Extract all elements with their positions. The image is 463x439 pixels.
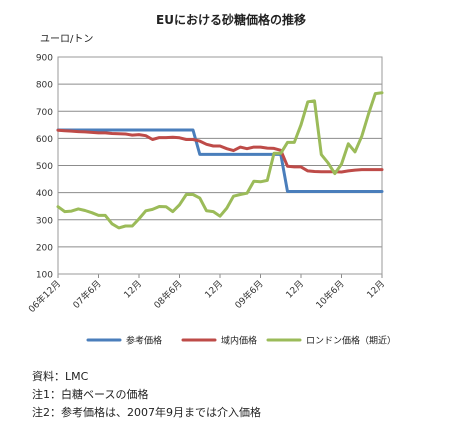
y-tick-label: 900 [36, 54, 53, 64]
plot-area-border [57, 56, 383, 275]
x-tick-label: 12月 [365, 278, 387, 300]
x-tick-label: 10年6月 [313, 278, 346, 311]
series-line-3 [56, 91, 384, 230]
chart-title: EUにおける砂糖価格の推移 [156, 12, 306, 27]
legend-label-1: 参考価格 [126, 335, 162, 347]
legend-label-2: 域内価格 [221, 335, 257, 347]
x-tick-label: 06年12月 [26, 278, 63, 315]
x-tick-label: 12月 [203, 278, 225, 300]
y-tick-label: 300 [36, 216, 53, 226]
y-axis-ticks: 100 200 300 400 500 600 700 800 900 [36, 54, 53, 281]
series-line-2 [56, 128, 384, 174]
legend: 参考価格 域内価格 ロンドン価格（期近） [86, 335, 396, 347]
source-note: 資料：LMC [32, 370, 89, 383]
y-axis-unit-label: ユーロ/トン [40, 34, 93, 45]
series-line-1 [56, 128, 384, 193]
footnote-2: 注2：参考価格は、2007年9月までは介入価格 [32, 406, 261, 419]
x-tick-label: 08年6月 [151, 278, 184, 311]
x-tick-label: 12月 [122, 278, 144, 300]
x-tick-label: 12月 [284, 278, 306, 300]
y-tick-label: 800 [36, 81, 53, 91]
gridlines [58, 56, 382, 275]
x-axis-ticks: 06年12月 07年6月 12月 08年6月 12月 09年6月 12月 10年6月 12月 [26, 274, 387, 315]
y-tick-label: 500 [36, 162, 53, 172]
y-tick-label: 600 [36, 135, 53, 145]
y-tick-label: 100 [36, 271, 53, 281]
y-tick-label: 700 [36, 108, 53, 118]
x-tick-label: 07年6月 [70, 278, 103, 311]
series-lines [56, 91, 384, 230]
notes-block: 資料：LMC 注1：白糖ベースの価格 注2：参考価格は、2007年9月までは介入… [32, 368, 261, 422]
y-tick-label: 400 [36, 189, 53, 199]
x-tick-label: 09年6月 [232, 278, 265, 311]
legend-label-3: ロンドン価格（期近） [306, 335, 396, 347]
y-tick-label: 200 [36, 243, 53, 253]
footnote-1: 注1：白糖ベースの価格 [32, 388, 149, 401]
